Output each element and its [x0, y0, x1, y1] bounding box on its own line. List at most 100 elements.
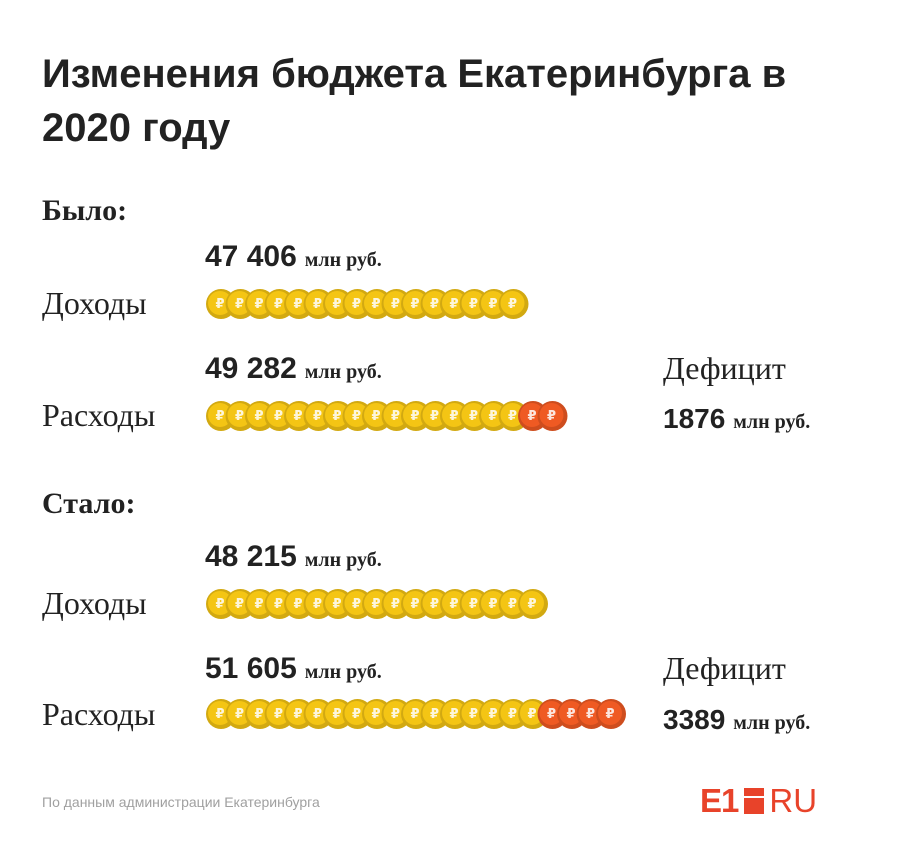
- svg-text:₽: ₽: [391, 409, 400, 424]
- svg-text:₽: ₽: [235, 297, 244, 312]
- svg-text:₽: ₽: [469, 409, 478, 424]
- svg-text:₽: ₽: [508, 297, 517, 312]
- svg-text:₽: ₽: [332, 597, 341, 612]
- deficit-label-after: Дефицит: [663, 650, 786, 686]
- svg-text:₽: ₽: [293, 409, 302, 424]
- deficit-value-before: 1876: [663, 403, 726, 434]
- section-label-after: Стало:: [42, 487, 136, 520]
- svg-text:₽: ₽: [352, 707, 361, 722]
- deficit-value-after: 3389: [663, 704, 726, 735]
- svg-text:₽: ₽: [293, 297, 302, 312]
- section-label-before: Было:: [42, 194, 128, 227]
- income-unit-before: млн руб.: [304, 249, 382, 271]
- svg-text:₽: ₽: [449, 597, 458, 612]
- coin-icon: ₽: [498, 289, 529, 319]
- svg-text:₽: ₽: [215, 597, 224, 612]
- svg-text:₽: ₽: [274, 707, 283, 722]
- deficit-amount-before: 1876 млн руб.: [663, 403, 810, 435]
- svg-text:₽: ₽: [274, 597, 283, 612]
- logo-block-icon: [744, 788, 765, 814]
- expense-coins-after: ₽ ₽ ₽ ₽ ₽ ₽ ₽ ₽ ₽ ₽ ₽ ₽ ₽ ₽ ₽ ₽ ₽ ₽ ₽ ₽ ₽: [206, 699, 626, 729]
- svg-text:₽: ₽: [469, 597, 478, 612]
- svg-text:₽: ₽: [391, 297, 400, 312]
- svg-text:₽: ₽: [352, 409, 361, 424]
- deficit-unit-after: млн руб.: [733, 712, 811, 734]
- svg-text:₽: ₽: [410, 707, 419, 722]
- svg-text:₽: ₽: [488, 409, 497, 424]
- svg-text:₽: ₽: [215, 409, 224, 424]
- svg-text:₽: ₽: [527, 707, 536, 722]
- svg-text:₽: ₽: [332, 707, 341, 722]
- svg-text:₽: ₽: [274, 297, 283, 312]
- svg-text:₽: ₽: [313, 409, 322, 424]
- income-amount-after: 48 215 млн руб.: [205, 540, 382, 574]
- income-label-before: Доходы: [42, 285, 147, 321]
- svg-text:₽: ₽: [274, 409, 283, 424]
- income-coins-before: ₽ ₽ ₽ ₽ ₽ ₽ ₽ ₽ ₽ ₽ ₽ ₽ ₽ ₽ ₽ ₽: [206, 289, 529, 319]
- svg-text:₽: ₽: [488, 707, 497, 722]
- svg-text:₽: ₽: [313, 707, 322, 722]
- expense-label-before: Расходы: [42, 397, 156, 433]
- income-unit-after: млн руб.: [304, 549, 382, 571]
- svg-text:₽: ₽: [215, 707, 224, 722]
- svg-text:₽: ₽: [430, 297, 439, 312]
- svg-text:₽: ₽: [410, 409, 419, 424]
- svg-text:₽: ₽: [410, 297, 419, 312]
- svg-text:₽: ₽: [527, 409, 536, 424]
- svg-text:₽: ₽: [449, 409, 458, 424]
- svg-text:₽: ₽: [410, 597, 419, 612]
- expense-value-after: 51 605: [205, 652, 297, 685]
- deficit-amount-after: 3389 млн руб.: [663, 704, 810, 736]
- svg-text:₽: ₽: [508, 409, 517, 424]
- svg-text:₽: ₽: [449, 297, 458, 312]
- coin-icon: ₽: [518, 589, 548, 619]
- deficit-coin-icon: ₽: [596, 699, 626, 729]
- svg-text:₽: ₽: [605, 707, 614, 722]
- svg-text:₽: ₽: [254, 409, 263, 424]
- svg-text:₽: ₽: [371, 597, 380, 612]
- svg-text:₽: ₽: [332, 409, 341, 424]
- svg-text:₽: ₽: [371, 409, 380, 424]
- svg-text:₽: ₽: [293, 597, 302, 612]
- expense-label-after: Расходы: [42, 696, 156, 732]
- svg-text:₽: ₽: [254, 597, 263, 612]
- svg-text:₽: ₽: [488, 597, 497, 612]
- expense-unit-after: млн руб.: [304, 661, 382, 683]
- svg-text:₽: ₽: [547, 707, 556, 722]
- deficit-unit-before: млн руб.: [733, 411, 811, 433]
- source-note: По данным администрации Екатеринбурга: [42, 794, 320, 810]
- deficit-label-before: Дефицит: [663, 350, 786, 386]
- income-amount-before: 47 406 млн руб.: [205, 240, 382, 274]
- income-value-before: 47 406: [205, 240, 297, 273]
- svg-text:₽: ₽: [430, 597, 439, 612]
- svg-text:₽: ₽: [391, 597, 400, 612]
- svg-text:₽: ₽: [488, 297, 497, 312]
- income-value-after: 48 215: [205, 540, 297, 573]
- svg-text:₽: ₽: [469, 707, 478, 722]
- expense-unit-before: млн руб.: [304, 361, 382, 383]
- svg-text:₽: ₽: [235, 707, 244, 722]
- svg-text:₽: ₽: [527, 597, 536, 612]
- svg-text:₽: ₽: [430, 409, 439, 424]
- svg-text:₽: ₽: [371, 707, 380, 722]
- chart-title: Изменения бюджета Екатеринбурга в 2020 г…: [42, 52, 787, 150]
- logo-ru-text: RU: [769, 782, 818, 819]
- svg-text:₽: ₽: [430, 707, 439, 722]
- expense-amount-after: 51 605 млн руб.: [205, 652, 382, 686]
- svg-text:₽: ₽: [449, 707, 458, 722]
- svg-text:₽: ₽: [235, 597, 244, 612]
- expense-amount-before: 49 282 млн руб.: [205, 352, 382, 386]
- e1-logo[interactable]: E1 RU: [700, 782, 818, 819]
- income-label-after: Доходы: [42, 585, 147, 621]
- svg-text:₽: ₽: [391, 707, 400, 722]
- svg-text:₽: ₽: [352, 297, 361, 312]
- svg-text:₽: ₽: [215, 297, 224, 312]
- svg-text:₽: ₽: [352, 597, 361, 612]
- svg-text:₽: ₽: [371, 297, 380, 312]
- svg-text:₽: ₽: [313, 297, 322, 312]
- svg-text:₽: ₽: [547, 409, 556, 424]
- svg-text:₽: ₽: [566, 707, 575, 722]
- svg-text:₽: ₽: [313, 597, 322, 612]
- deficit-coin-icon: ₽: [537, 401, 568, 431]
- svg-text:₽: ₽: [235, 409, 244, 424]
